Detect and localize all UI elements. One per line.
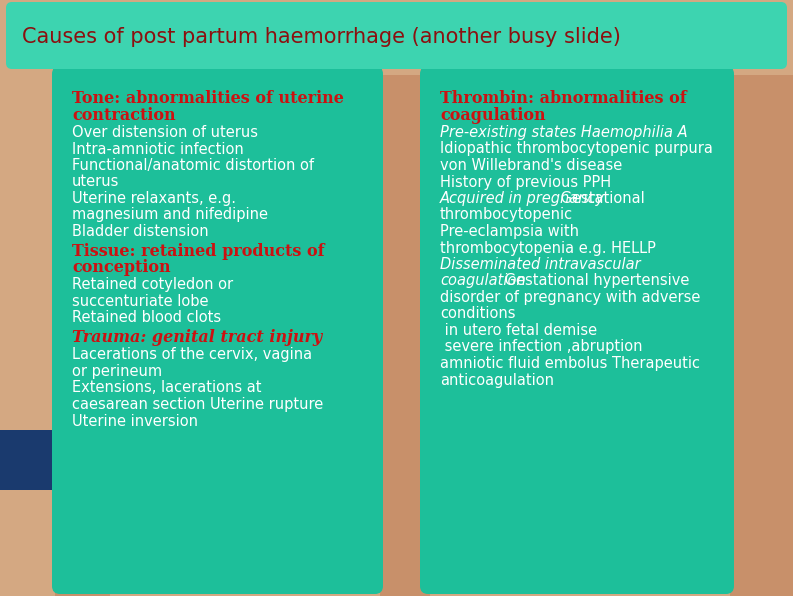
FancyBboxPatch shape: [420, 66, 734, 594]
FancyBboxPatch shape: [52, 66, 383, 594]
Text: Uterine relaxants, e.g.: Uterine relaxants, e.g.: [72, 191, 236, 206]
Text: Uterine inversion: Uterine inversion: [72, 414, 198, 429]
Text: disorder of pregnancy with adverse: disorder of pregnancy with adverse: [440, 290, 700, 305]
Text: Over distension of uterus: Over distension of uterus: [72, 125, 258, 140]
Text: coagulation: coagulation: [440, 274, 526, 288]
Text: Retained blood clots: Retained blood clots: [72, 311, 221, 325]
FancyBboxPatch shape: [0, 430, 793, 490]
Text: thrombocytopenic: thrombocytopenic: [440, 207, 573, 222]
Text: magnesium and nifedipine: magnesium and nifedipine: [72, 207, 268, 222]
Text: in utero fetal demise: in utero fetal demise: [440, 323, 597, 338]
Text: Extensions, lacerations at: Extensions, lacerations at: [72, 380, 262, 396]
Text: Tone: abnormalities of uterine: Tone: abnormalities of uterine: [72, 90, 344, 107]
Text: conditions: conditions: [440, 306, 515, 321]
Text: thrombocytopenia e.g. HELLP: thrombocytopenia e.g. HELLP: [440, 241, 656, 256]
Text: Gestational: Gestational: [556, 191, 644, 206]
Text: Causes of post partum haemorrhage (another busy slide): Causes of post partum haemorrhage (anoth…: [22, 27, 621, 47]
FancyBboxPatch shape: [380, 75, 430, 596]
Text: Pre-existing states Haemophilia A: Pre-existing states Haemophilia A: [440, 125, 688, 140]
Text: or perineum: or perineum: [72, 364, 162, 379]
Text: severe infection ,abruption: severe infection ,abruption: [440, 340, 642, 355]
Text: uterus: uterus: [72, 175, 120, 190]
Text: Trauma: genital tract injury: Trauma: genital tract injury: [72, 329, 322, 346]
Text: contraction: contraction: [72, 107, 175, 123]
Text: Thrombin: abnormalities of: Thrombin: abnormalities of: [440, 90, 687, 107]
Text: Functional/anatomic distortion of: Functional/anatomic distortion of: [72, 158, 314, 173]
Text: coagulation: coagulation: [440, 107, 546, 123]
FancyBboxPatch shape: [730, 75, 793, 596]
Text: Acquired in pregnancy: Acquired in pregnancy: [440, 191, 605, 206]
Text: Tissue: retained products of: Tissue: retained products of: [72, 243, 324, 259]
FancyBboxPatch shape: [6, 2, 787, 69]
Text: Bladder distension: Bladder distension: [72, 224, 209, 239]
Text: succenturiate lobe: succenturiate lobe: [72, 294, 209, 309]
Text: Lacerations of the cervix, vagina: Lacerations of the cervix, vagina: [72, 347, 312, 362]
Text: Pre-eclampsia with: Pre-eclampsia with: [440, 224, 579, 239]
Text: Disseminated intravascular: Disseminated intravascular: [440, 257, 641, 272]
Text: anticoagulation: anticoagulation: [440, 372, 554, 387]
Text: History of previous PPH: History of previous PPH: [440, 175, 611, 190]
Text: Retained cotyledon or: Retained cotyledon or: [72, 278, 233, 293]
Text: caesarean section Uterine rupture: caesarean section Uterine rupture: [72, 397, 324, 412]
Text: amniotic fluid embolus Therapeutic: amniotic fluid embolus Therapeutic: [440, 356, 700, 371]
Text: conception: conception: [72, 259, 170, 276]
Text: Intra-amniotic infection: Intra-amniotic infection: [72, 141, 243, 157]
Text: Gestational hypertensive: Gestational hypertensive: [500, 274, 690, 288]
Text: von Willebrand's disease: von Willebrand's disease: [440, 158, 623, 173]
Text: Idiopathic thrombocytopenic purpura: Idiopathic thrombocytopenic purpura: [440, 141, 713, 157]
FancyBboxPatch shape: [55, 75, 110, 596]
